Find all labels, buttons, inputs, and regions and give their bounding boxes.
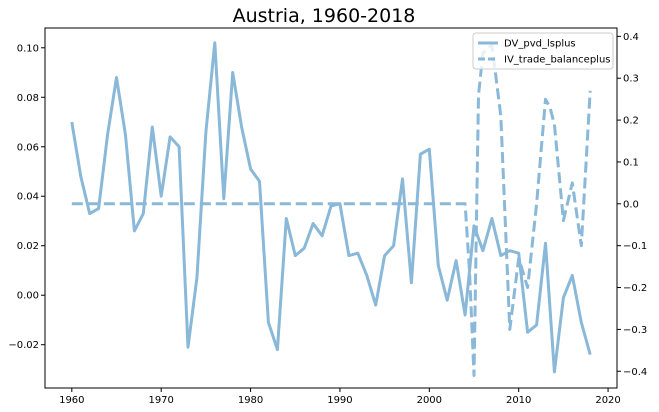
x-tick-label: 1980 [238,395,263,406]
y-left-tick-label: 0.00 [17,291,39,302]
y-left-tick-label: 0.04 [17,192,39,203]
plot-frame [44,27,618,389]
legend-label-DV_pvd_lsplus: DV_pvd_lsplus [504,39,576,50]
y-left-tick-label: 0.06 [17,142,39,153]
x-tick-label: 1970 [148,395,173,406]
y-right-tick-label: 0.1 [623,157,639,168]
y-right-tick-label: −0.4 [623,367,647,378]
x-tick-label: 2010 [506,395,531,406]
x-tick-label: 2020 [595,395,620,406]
series-layer [70,41,592,377]
x-tick-label: 2000 [417,395,442,406]
series-line-DV_pvd_lsplus [70,41,592,374]
y-right-tick-label: 0.3 [623,74,639,85]
y-right-tick-label: −0.3 [623,325,647,336]
series-line-IV_trade_balanceplus [71,43,592,377]
y-right-tick-label: −0.1 [623,241,647,252]
y-right-tick-label: −0.2 [623,283,647,294]
legend-label-IV_trade_balanceplus: IV_trade_balanceplus [504,55,611,66]
y-left-tick-label: −0.02 [8,340,39,351]
y-left-tick-label: 0.08 [17,93,39,104]
chart-title: Austria, 1960-2018 [233,5,416,27]
y-left-tick-label: 0.10 [17,43,39,54]
y-left-tick-label: 0.02 [17,241,39,252]
y-right-tick-label: 0.4 [623,32,639,43]
axes-layer: 1960 1970 1980 1990 2000 2010 2020 −0.02 0.00 0.0… [8,27,647,406]
legend: DV_pvd_lsplus IV_trade_balanceplus [472,32,614,70]
x-tick-label: 1990 [327,395,352,406]
y-right-tick-label: 0.0 [623,199,639,210]
legend-box [472,32,614,70]
x-tick-label: 1960 [59,395,84,406]
y-right-tick-label: 0.2 [623,116,639,127]
